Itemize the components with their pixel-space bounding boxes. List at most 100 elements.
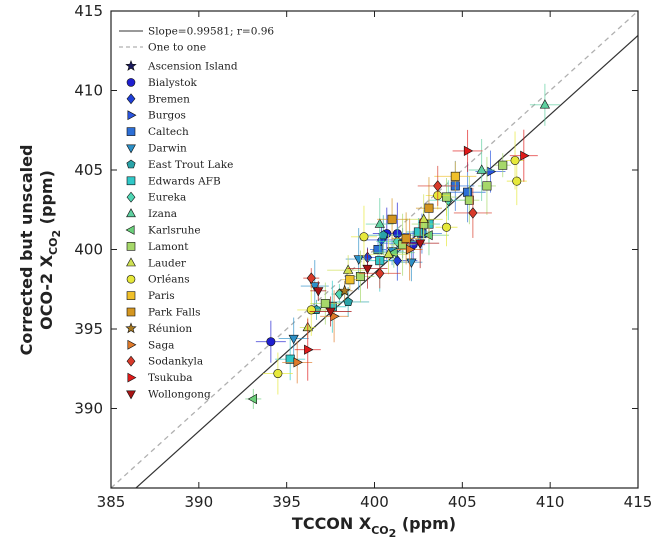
data-point bbox=[343, 297, 353, 307]
legend-entry: East Trout Lake bbox=[148, 159, 233, 171]
legend-marker bbox=[127, 110, 137, 121]
data-point bbox=[320, 299, 330, 309]
y-tick-label: 395 bbox=[74, 320, 103, 338]
axis-ticks: 385 390 395 400 405 410 415 390 395 400 405 410 415 bbox=[74, 2, 652, 511]
legend-entry: Réunion bbox=[148, 323, 192, 335]
x-tick-label: 390 bbox=[185, 493, 214, 511]
legend-entry: Eureka bbox=[148, 192, 186, 204]
data-point bbox=[353, 255, 364, 265]
x-tick-label: 405 bbox=[448, 493, 477, 511]
x-axis-label: TCCON XCO2 (ppm) bbox=[292, 514, 456, 540]
data-point bbox=[463, 187, 473, 197]
y-tick-label: 405 bbox=[74, 161, 103, 179]
x-tick-label: 400 bbox=[360, 493, 389, 511]
legend-marker bbox=[126, 93, 136, 105]
legend-marker bbox=[126, 176, 136, 186]
legend-marker bbox=[127, 372, 137, 383]
legend-entry: Caltech bbox=[148, 126, 189, 138]
data-point bbox=[423, 230, 433, 241]
legend-marker bbox=[126, 257, 136, 267]
legend-one-to-one-label: One to one bbox=[148, 42, 206, 54]
legend-entry: Saga bbox=[148, 339, 174, 351]
legend-entry: Karlsruhe bbox=[148, 225, 201, 237]
x-tick-label: 410 bbox=[536, 493, 565, 511]
legend-entry: Darwin bbox=[148, 143, 187, 155]
data-point bbox=[355, 272, 365, 282]
y-axis-label-line2: OCO-2 XCO2 (ppm) bbox=[37, 170, 63, 330]
data-point bbox=[433, 180, 443, 192]
legend-entry: Tsukuba bbox=[148, 372, 193, 384]
legend-marker bbox=[126, 274, 136, 284]
data-point bbox=[413, 227, 423, 237]
data-point bbox=[388, 247, 398, 258]
data-point bbox=[338, 284, 351, 296]
x-tick-label: 385 bbox=[97, 493, 126, 511]
data-point bbox=[392, 254, 402, 267]
legend-entry: Paris bbox=[148, 290, 175, 302]
legend-entry: Burgos bbox=[148, 110, 186, 122]
data-point bbox=[539, 99, 551, 109]
legend-marker bbox=[125, 225, 135, 235]
data-point bbox=[482, 181, 492, 191]
y-tick-label: 390 bbox=[74, 400, 103, 418]
legend-entry: Sodankyla bbox=[148, 356, 203, 368]
data-point bbox=[387, 214, 397, 224]
legend-fit-label: Slope=0.99581; r=0.96 bbox=[148, 26, 274, 38]
y-tick-label: 400 bbox=[74, 241, 103, 259]
data-point bbox=[266, 337, 276, 347]
data-point bbox=[362, 264, 373, 275]
legend-marker bbox=[125, 322, 137, 334]
data-point bbox=[512, 176, 522, 186]
data-point bbox=[309, 282, 320, 292]
legend-marker bbox=[126, 208, 136, 218]
legend-marker bbox=[126, 242, 136, 251]
data-point bbox=[476, 164, 487, 174]
data-point bbox=[293, 357, 303, 368]
data-point bbox=[313, 287, 324, 297]
legend-marker bbox=[126, 78, 136, 87]
data-point bbox=[373, 245, 383, 255]
legend-marker bbox=[125, 59, 137, 71]
y-tick-label: 410 bbox=[74, 82, 103, 100]
legend-entry: Edwards AFB bbox=[148, 175, 221, 187]
data-point bbox=[520, 150, 530, 161]
x-tick-label: 415 bbox=[624, 493, 653, 511]
data-points bbox=[245, 83, 560, 409]
legend-entry: Ascension Island bbox=[147, 61, 238, 73]
data-point bbox=[392, 235, 402, 248]
data-point bbox=[325, 307, 336, 318]
data-point bbox=[498, 160, 508, 170]
data-point bbox=[345, 275, 355, 285]
legend-entry: Izana bbox=[148, 208, 177, 220]
legend-marker bbox=[126, 307, 136, 317]
data-point bbox=[306, 272, 316, 284]
data-point bbox=[442, 192, 452, 202]
data-point bbox=[510, 155, 520, 165]
legend-marker bbox=[126, 127, 136, 136]
data-point bbox=[401, 233, 411, 243]
legend-marker bbox=[126, 144, 136, 154]
data-point bbox=[304, 344, 314, 355]
data-point bbox=[359, 232, 369, 242]
legend-entry: Bremen bbox=[148, 93, 190, 105]
data-point bbox=[450, 171, 460, 181]
data-point bbox=[424, 203, 434, 213]
legend-marker bbox=[126, 355, 136, 367]
data-point bbox=[415, 239, 426, 249]
legend-marker bbox=[126, 390, 136, 400]
legend-marker bbox=[126, 159, 136, 169]
data-point bbox=[383, 248, 394, 258]
data-point bbox=[342, 264, 354, 274]
data-point bbox=[442, 222, 452, 232]
legend: Slope=0.99581; r=0.96 One to one Ascension… bbox=[119, 26, 274, 401]
data-point bbox=[247, 393, 258, 405]
data-point bbox=[375, 267, 385, 280]
data-point bbox=[405, 244, 416, 255]
data-point bbox=[374, 218, 385, 228]
y-axis-label: Corrected but unscaled OCO-2 XCO2 (ppm) bbox=[17, 145, 63, 356]
data-point bbox=[468, 207, 478, 219]
data-point bbox=[406, 258, 417, 268]
legend-entry: Wollongong bbox=[148, 389, 211, 401]
data-point bbox=[418, 213, 429, 223]
